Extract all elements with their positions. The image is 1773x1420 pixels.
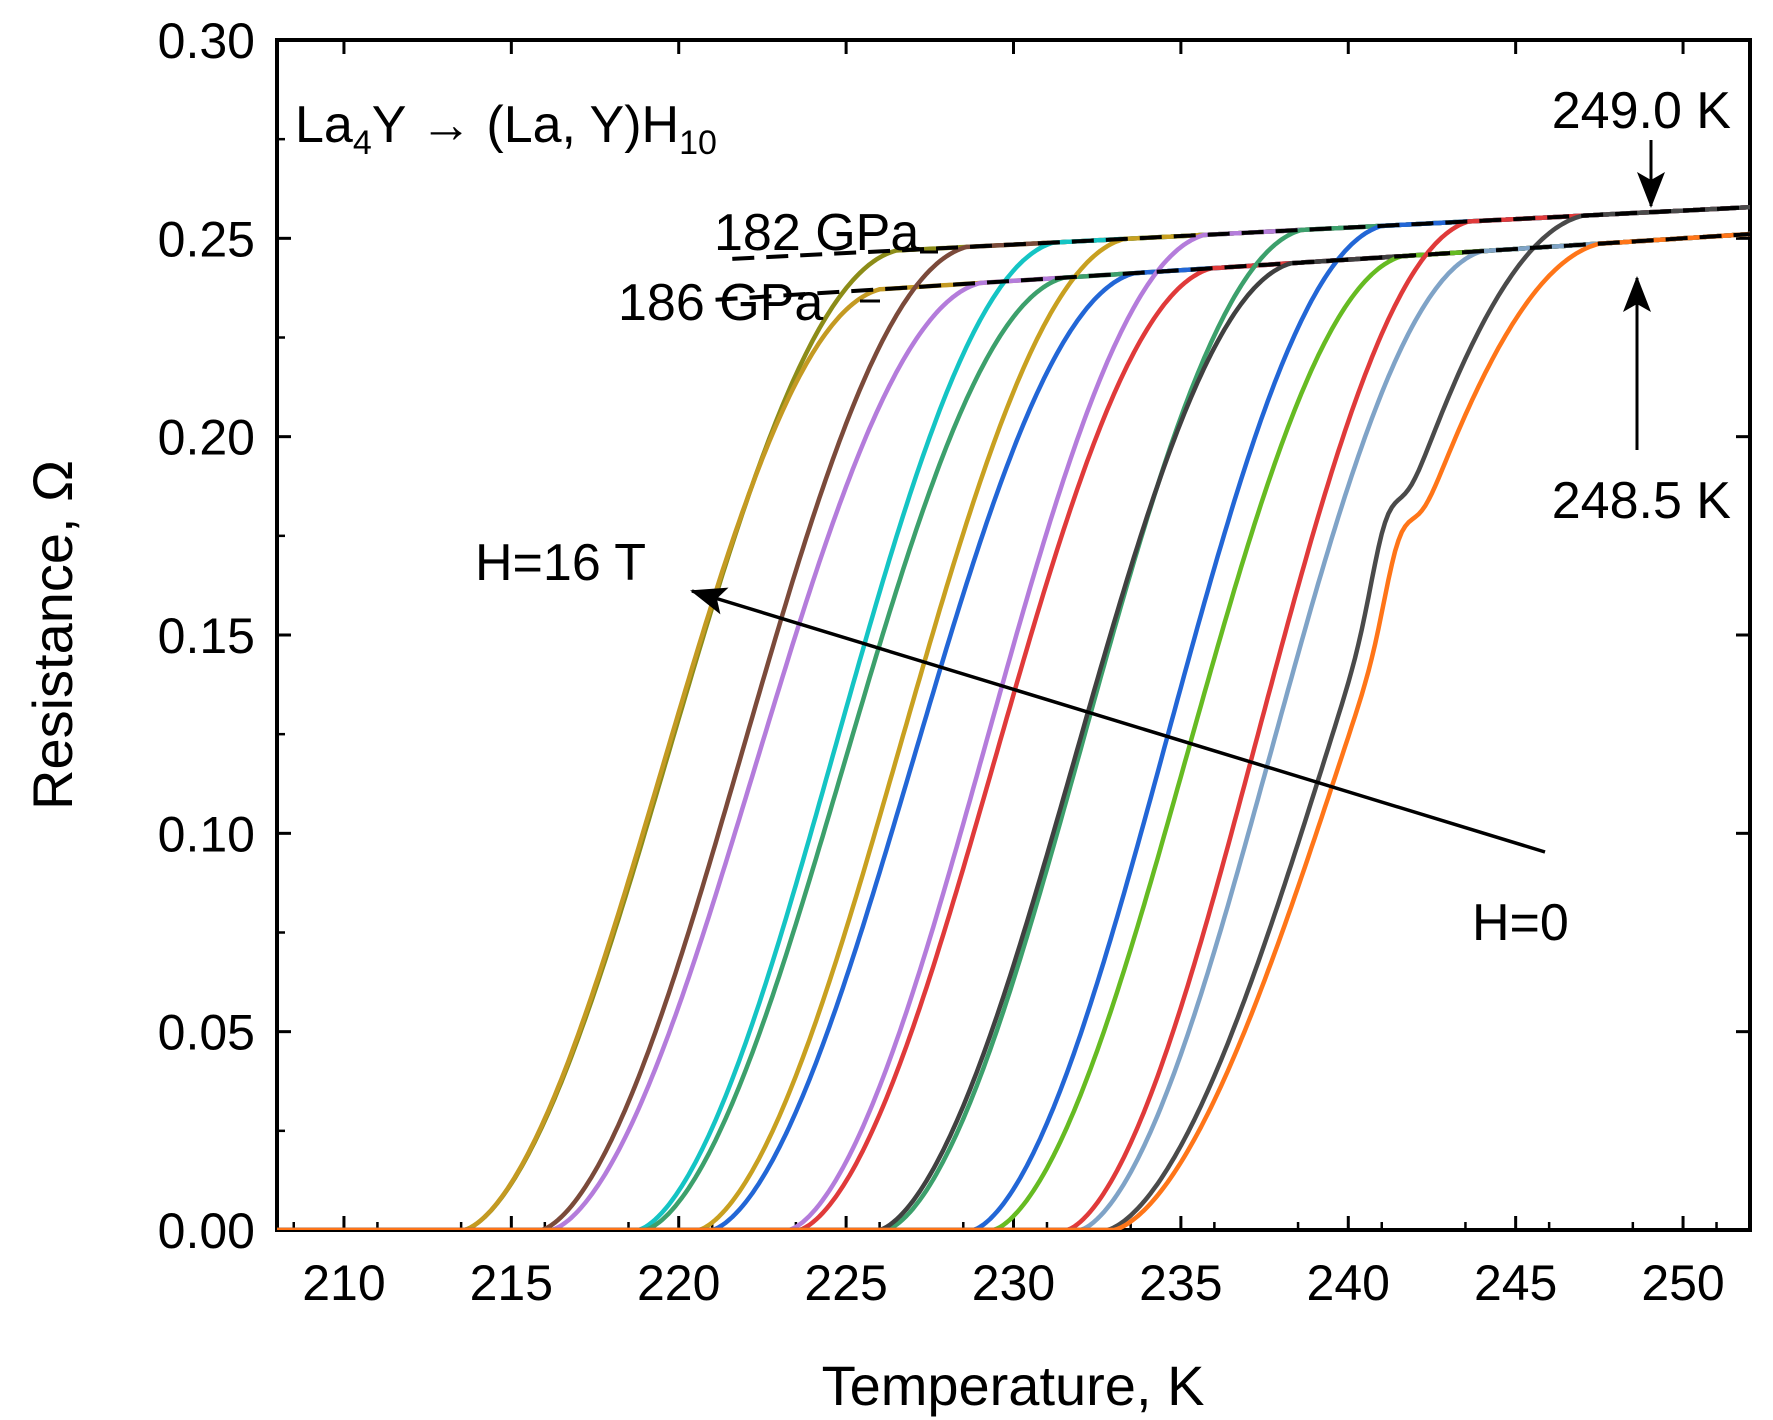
x-tick-label: 225 bbox=[804, 1255, 887, 1311]
label-186-gpa: 186 GPa bbox=[618, 274, 823, 332]
y-tick-label: 0.30 bbox=[158, 13, 255, 69]
series-line bbox=[277, 204, 1750, 1230]
series-line bbox=[277, 231, 1750, 1230]
series-line bbox=[277, 231, 1750, 1230]
axis-ticks: 210 215 220 225 230 235 240 245 250 0.00 0.05 0.10 0… bbox=[158, 13, 1750, 1311]
series-line bbox=[277, 204, 1750, 1230]
y-tick-label: 0.25 bbox=[158, 211, 255, 267]
x-tick-label: 230 bbox=[972, 1255, 1055, 1311]
series-line bbox=[277, 204, 1750, 1230]
series-line bbox=[277, 204, 1750, 1230]
series-line bbox=[277, 231, 1750, 1230]
y-axis-title: Resistance, Ω bbox=[21, 460, 84, 810]
series-line bbox=[277, 204, 1750, 1230]
tc-label-248-5: 248.5 K bbox=[1552, 472, 1732, 530]
normal-state-fit-lines bbox=[715, 205, 1750, 302]
series-line bbox=[277, 231, 1750, 1230]
label-h16: H=16 T bbox=[475, 534, 646, 592]
series-lines bbox=[277, 204, 1750, 1230]
series-line bbox=[277, 231, 1750, 1230]
x-tick-label: 210 bbox=[302, 1255, 385, 1311]
x-tick-label: 220 bbox=[637, 1255, 720, 1311]
label-182-gpa: 182 GPa bbox=[714, 204, 919, 262]
field-arrow bbox=[690, 587, 1546, 854]
normal-state-fit-line bbox=[715, 232, 1750, 302]
series-line bbox=[277, 204, 1750, 1230]
y-tick-label: 0.05 bbox=[158, 1005, 255, 1061]
x-tick-label: 235 bbox=[1139, 1255, 1222, 1311]
x-axis-title: Temperature, K bbox=[822, 1354, 1205, 1417]
x-tick-label: 215 bbox=[470, 1255, 553, 1311]
x-tick-label: 240 bbox=[1307, 1255, 1390, 1311]
chart-title: La4Y → (La, Y)H10 bbox=[295, 96, 717, 162]
y-tick-label: 0.00 bbox=[158, 1203, 255, 1259]
series-line bbox=[277, 204, 1750, 1230]
x-tick-label: 250 bbox=[1641, 1255, 1724, 1311]
series-line bbox=[277, 231, 1750, 1230]
y-tick-label: 0.20 bbox=[158, 410, 255, 466]
x-tick-label: 245 bbox=[1474, 1255, 1557, 1311]
series-line bbox=[277, 231, 1750, 1230]
y-tick-label: 0.10 bbox=[158, 806, 255, 862]
label-h0: H=0 bbox=[1472, 894, 1569, 952]
series-line bbox=[277, 231, 1750, 1230]
series-line bbox=[277, 231, 1750, 1230]
y-tick-label: 0.15 bbox=[158, 608, 255, 664]
series-line bbox=[277, 204, 1750, 1230]
series-line bbox=[277, 204, 1750, 1230]
tc-label-249: 249.0 K bbox=[1552, 82, 1732, 140]
